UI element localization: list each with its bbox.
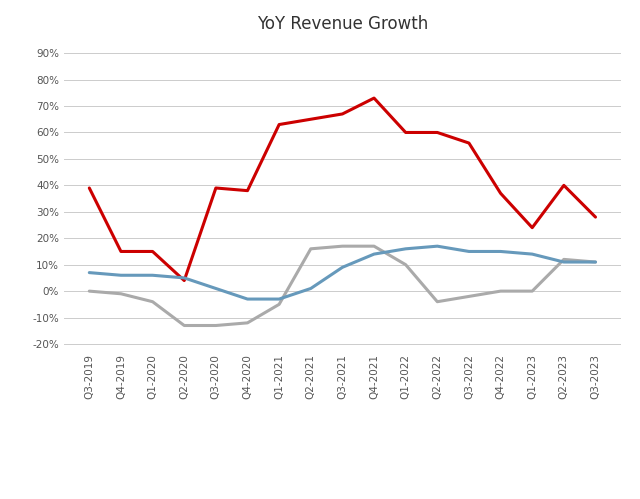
Title: YoY Revenue Growth: YoY Revenue Growth — [257, 15, 428, 33]
Auto Industry — [180, 322, 188, 328]
Line: S&P 500: S&P 500 — [90, 246, 595, 299]
Tesla — [497, 190, 504, 196]
Tesla — [529, 225, 536, 231]
Auto Industry — [339, 243, 346, 249]
S&P 500 — [465, 249, 473, 254]
S&P 500 — [339, 264, 346, 270]
Tesla — [370, 95, 378, 101]
Tesla — [465, 140, 473, 146]
Auto Industry — [370, 243, 378, 249]
Auto Industry — [212, 322, 220, 328]
Auto Industry — [529, 288, 536, 294]
Tesla — [591, 214, 599, 220]
Auto Industry — [402, 261, 410, 267]
Tesla — [275, 122, 283, 128]
Line: Auto Industry: Auto Industry — [90, 246, 595, 325]
S&P 500 — [86, 269, 93, 275]
S&P 500 — [148, 272, 156, 278]
S&P 500 — [370, 251, 378, 257]
Tesla — [212, 185, 220, 191]
Tesla — [339, 111, 346, 117]
S&P 500 — [433, 243, 441, 249]
Tesla — [117, 249, 125, 254]
Auto Industry — [117, 291, 125, 297]
S&P 500 — [307, 285, 315, 291]
S&P 500 — [529, 251, 536, 257]
S&P 500 — [180, 275, 188, 281]
Auto Industry — [497, 288, 504, 294]
Tesla — [86, 185, 93, 191]
S&P 500 — [402, 246, 410, 252]
Auto Industry — [591, 259, 599, 265]
Tesla — [307, 116, 315, 122]
Tesla — [402, 129, 410, 135]
Auto Industry — [465, 293, 473, 299]
S&P 500 — [244, 296, 252, 302]
Auto Industry — [433, 299, 441, 305]
Auto Industry — [307, 246, 315, 252]
S&P 500 — [497, 249, 504, 254]
Auto Industry — [560, 256, 568, 262]
Tesla — [433, 129, 441, 135]
Tesla — [180, 277, 188, 283]
Tesla — [560, 182, 568, 188]
S&P 500 — [117, 272, 125, 278]
Tesla — [244, 188, 252, 194]
Auto Industry — [275, 301, 283, 307]
S&P 500 — [212, 285, 220, 291]
Line: Tesla: Tesla — [90, 98, 595, 280]
Tesla — [148, 249, 156, 254]
S&P 500 — [591, 259, 599, 265]
S&P 500 — [560, 259, 568, 265]
Auto Industry — [148, 299, 156, 305]
Auto Industry — [244, 320, 252, 326]
S&P 500 — [275, 296, 283, 302]
Auto Industry — [86, 288, 93, 294]
